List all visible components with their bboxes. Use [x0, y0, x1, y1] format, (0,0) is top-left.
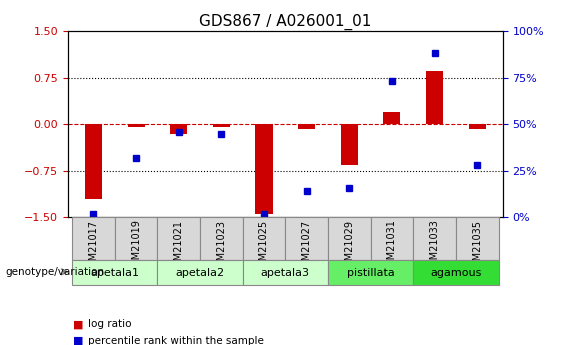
Text: genotype/variation: genotype/variation: [6, 267, 105, 277]
Bar: [328, 217, 371, 260]
Bar: [341, 124, 358, 165]
Bar: [426, 71, 443, 124]
Bar: [456, 217, 498, 260]
Bar: [371, 217, 413, 260]
Text: apetala3: apetala3: [261, 268, 310, 277]
Text: ■: ■: [73, 336, 84, 345]
Bar: [213, 124, 230, 127]
Bar: [158, 260, 243, 285]
Text: log ratio: log ratio: [88, 319, 131, 329]
Bar: [285, 217, 328, 260]
Bar: [328, 260, 413, 285]
Bar: [384, 112, 401, 124]
Bar: [243, 260, 328, 285]
Text: GSM21025: GSM21025: [259, 219, 269, 273]
Text: ■: ■: [73, 319, 84, 329]
Text: agamous: agamous: [430, 268, 481, 277]
Bar: [298, 124, 315, 129]
Bar: [72, 217, 115, 260]
Text: GSM21035: GSM21035: [472, 219, 483, 273]
Text: GSM21017: GSM21017: [88, 219, 98, 273]
Text: GSM21021: GSM21021: [173, 219, 184, 273]
Text: percentile rank within the sample: percentile rank within the sample: [88, 336, 263, 345]
Bar: [170, 124, 187, 134]
Bar: [158, 217, 200, 260]
Bar: [243, 217, 285, 260]
Bar: [413, 217, 456, 260]
Text: GSM21029: GSM21029: [344, 219, 354, 273]
Bar: [469, 124, 486, 129]
Text: apetala1: apetala1: [90, 268, 139, 277]
Text: apetala2: apetala2: [176, 268, 224, 277]
Text: GSM21023: GSM21023: [216, 219, 227, 273]
Bar: [413, 260, 498, 285]
Text: GSM21019: GSM21019: [131, 219, 141, 273]
Text: pistillata: pistillata: [347, 268, 394, 277]
Bar: [200, 217, 243, 260]
Bar: [72, 260, 158, 285]
Bar: [255, 124, 272, 214]
Text: GSM21027: GSM21027: [302, 219, 312, 273]
Bar: [128, 124, 145, 127]
Bar: [115, 217, 158, 260]
Title: GDS867 / A026001_01: GDS867 / A026001_01: [199, 13, 372, 30]
Bar: [85, 124, 102, 199]
Text: GSM21033: GSM21033: [429, 219, 440, 273]
Text: GSM21031: GSM21031: [387, 219, 397, 273]
